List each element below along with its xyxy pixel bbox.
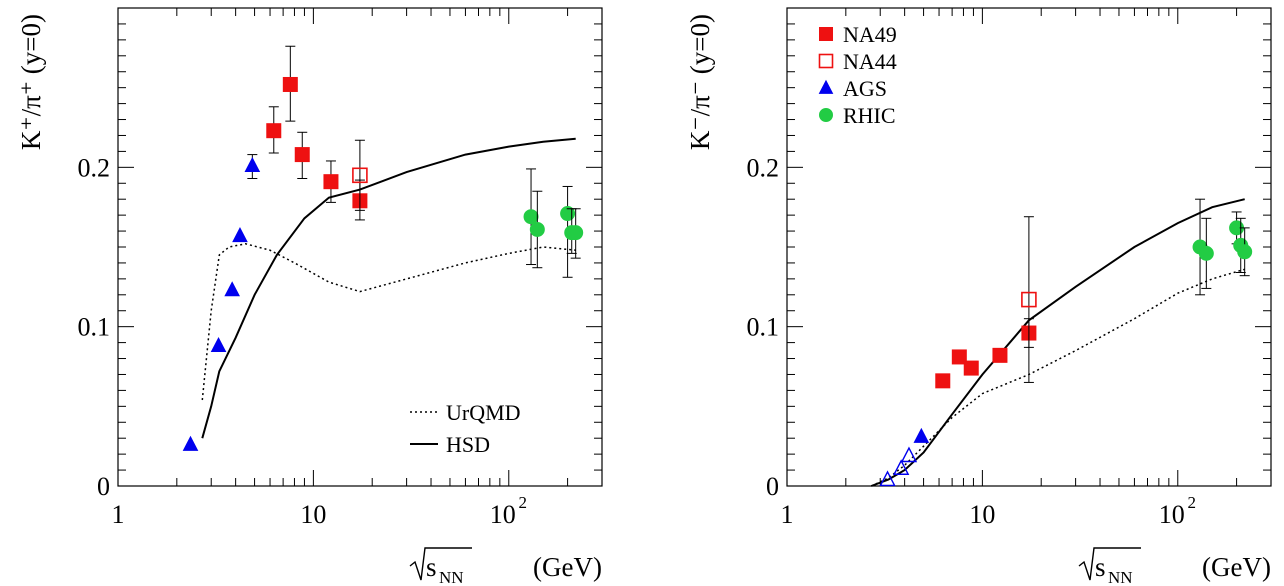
y-tick-label: 0.2 xyxy=(747,153,780,182)
ags-open--marker xyxy=(893,459,910,475)
ags-open--marker xyxy=(879,470,896,487)
legend-marker xyxy=(819,108,833,122)
legend-label: RHIC xyxy=(843,103,896,128)
x-axis-label-s: s xyxy=(426,552,437,582)
y-tick-label: 0 xyxy=(97,472,110,501)
y-tick-label: 0.1 xyxy=(747,313,780,342)
legend-label: AGS xyxy=(843,76,887,101)
legend-label: NA49 xyxy=(843,22,897,47)
legend-marker xyxy=(819,27,833,41)
urqmd-curve xyxy=(870,268,1245,487)
left-panel: 1 10 10 200.10.2K⁺/π⁺ (y=0) (GeV)s NNUrQMDHS… xyxy=(16,7,603,586)
sqrt-sign xyxy=(409,547,472,581)
rhic-marker xyxy=(1198,245,1214,261)
na49-marker xyxy=(992,347,1008,363)
na49-marker xyxy=(266,123,282,139)
ags-marker xyxy=(182,435,199,451)
x-tick-label-exponent: 2 xyxy=(519,493,528,512)
hsd-curve xyxy=(201,137,576,439)
na49-marker xyxy=(294,147,310,163)
ags-marker xyxy=(913,427,930,443)
plot-frame xyxy=(117,7,603,487)
ags-open--marker xyxy=(900,446,918,463)
ags-marker xyxy=(244,156,261,173)
na44-marker xyxy=(1021,291,1037,308)
y-tick-label: 0.1 xyxy=(78,313,111,342)
x-tick-label: 1 xyxy=(112,500,125,529)
legend-label: NA44 xyxy=(843,49,897,74)
rhic-marker xyxy=(529,221,545,237)
hsd-curve xyxy=(870,198,1245,487)
x-axis-label: (GeV) xyxy=(1202,552,1271,582)
x-tick-label: 10 xyxy=(300,500,326,529)
x-axis-label: (GeV) xyxy=(533,552,602,582)
rhic-marker xyxy=(1237,244,1253,260)
rhic-marker xyxy=(568,225,584,241)
y-axis-label: K⁻/π⁻ (y=0) xyxy=(685,14,715,150)
legend-marker xyxy=(818,79,834,94)
rhic-marker xyxy=(523,209,539,225)
ags-marker xyxy=(210,337,227,353)
x-axis-label-subscript: NN xyxy=(1108,568,1133,586)
x-tick-label: 1 xyxy=(781,500,794,529)
legend-label: HSD xyxy=(446,432,490,457)
right-panel: 1 10 10 200.10.2K⁻/π⁻ (y=0) (GeV)s NNNA49NA4… xyxy=(685,7,1272,586)
x-tick-label-exponent: 2 xyxy=(1188,493,1197,512)
y-tick-label: 0.2 xyxy=(78,153,111,182)
x-tick-label: 10 xyxy=(969,500,995,529)
legend-label: UrQMD xyxy=(446,400,521,425)
na49-marker xyxy=(323,174,339,190)
ags-marker xyxy=(232,227,248,243)
y-axis-label: K⁺/π⁺ (y=0) xyxy=(16,14,46,150)
na49-marker xyxy=(951,349,967,365)
x-axis-label-subscript: NN xyxy=(439,568,464,586)
ags-marker xyxy=(224,281,240,297)
na49-marker xyxy=(963,360,979,376)
na49-marker xyxy=(282,76,298,92)
sqrt-sign xyxy=(1078,547,1141,581)
x-tick-label: 10 xyxy=(490,500,516,529)
rhic-marker xyxy=(560,206,576,222)
urqmd-curve xyxy=(201,243,576,401)
x-tick-label: 10 xyxy=(1159,500,1185,529)
na49-marker xyxy=(935,373,951,389)
legend-marker xyxy=(818,53,834,69)
na44-marker xyxy=(352,167,368,184)
x-axis-label-s: s xyxy=(1095,552,1106,582)
y-tick-label: 0 xyxy=(766,472,779,501)
